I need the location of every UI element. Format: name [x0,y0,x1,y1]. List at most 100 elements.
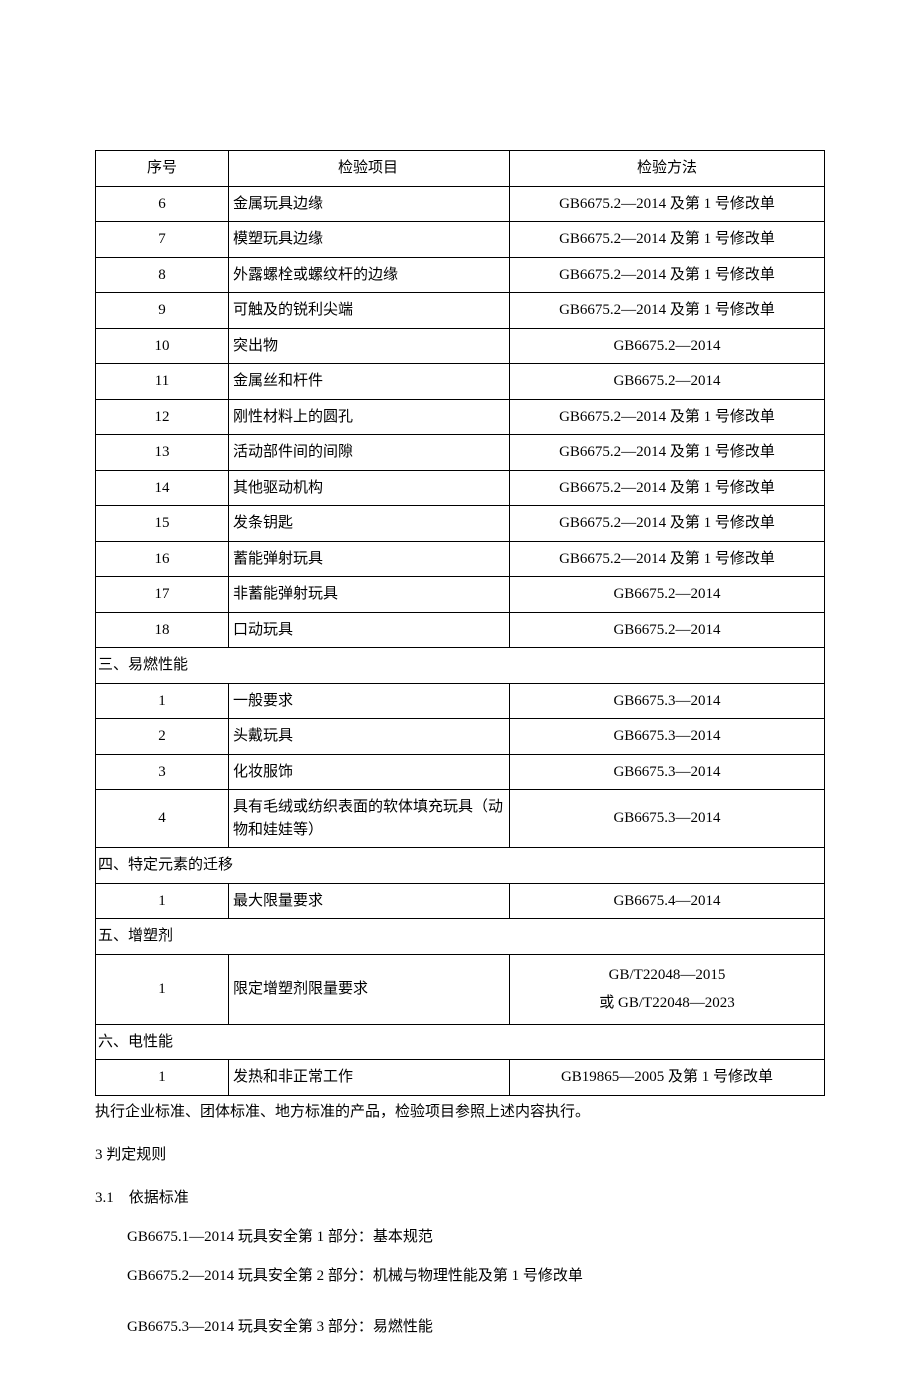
cell-method: GB6675.2—2014 及第 1 号修改单 [510,506,825,542]
cell-method: GB6675.2—2014 及第 1 号修改单 [510,541,825,577]
cell-item: 一般要求 [229,683,510,719]
cell-item: 化妆服饰 [229,754,510,790]
cell-num: 12 [96,399,229,435]
section-header-5: 五、增塑剂 [96,919,825,955]
cell-method: GB6675.2—2014 [510,328,825,364]
cell-num: 2 [96,719,229,755]
table-row: 13活动部件间的间隙GB6675.2—2014 及第 1 号修改单 [96,435,825,471]
table-row: 15发条钥匙GB6675.2—2014 及第 1 号修改单 [96,506,825,542]
cell-num: 8 [96,257,229,293]
cell-item: 限定增塑剂限量要求 [229,954,510,1024]
table-row: 12刚性材料上的圆孔GB6675.2—2014 及第 1 号修改单 [96,399,825,435]
cell-item: 发条钥匙 [229,506,510,542]
table-header-row: 序号 检验项目 检验方法 [96,151,825,187]
cell-method: GB6675.2—2014 及第 1 号修改单 [510,399,825,435]
table-row: 14其他驱动机构GB6675.2—2014 及第 1 号修改单 [96,470,825,506]
table-row: 9可触及的锐利尖端GB6675.2—2014 及第 1 号修改单 [96,293,825,329]
cell-method: GB19865—2005 及第 1 号修改单 [510,1060,825,1096]
table-row: 1最大限量要求GB6675.4—2014 [96,883,825,919]
cell-item: 最大限量要求 [229,883,510,919]
cell-item: 蓄能弹射玩具 [229,541,510,577]
cell-method: GB6675.3—2014 [510,683,825,719]
table-row: 2头戴玩具GB6675.3—2014 [96,719,825,755]
table-row: 7模塑玩具边缘GB6675.2—2014 及第 1 号修改单 [96,222,825,258]
section-title: 四、特定元素的迁移 [96,848,825,884]
cell-item: 金属丝和杆件 [229,364,510,400]
cell-method: GB6675.2—2014 [510,577,825,613]
cell-item: 非蓄能弹射玩具 [229,577,510,613]
section-title: 六、电性能 [96,1024,825,1060]
cell-method: GB6675.2—2014 及第 1 号修改单 [510,222,825,258]
table-row: 16蓄能弹射玩具GB6675.2—2014 及第 1 号修改单 [96,541,825,577]
table-row: 1发热和非正常工作GB19865—2005 及第 1 号修改单 [96,1060,825,1096]
cell-method: GB6675.2—2014 及第 1 号修改单 [510,257,825,293]
inspection-table: 序号 检验项目 检验方法 6金属玩具边缘GB6675.2—2014 及第 1 号… [95,150,825,1096]
header-method: 检验方法 [510,151,825,187]
standard-ref: GB6675.1—2014 玩具安全第 1 部分：基本规范 [95,1225,825,1246]
table-row: 6金属玩具边缘GB6675.2—2014 及第 1 号修改单 [96,186,825,222]
cell-method: GB6675.2—2014 及第 1 号修改单 [510,470,825,506]
cell-num: 1 [96,683,229,719]
cell-item: 发热和非正常工作 [229,1060,510,1096]
cell-num: 9 [96,293,229,329]
cell-num: 15 [96,506,229,542]
heading-3-1: 3.1 依据标准 [95,1186,825,1207]
cell-method: GB6675.3—2014 [510,790,825,848]
section-title: 三、易燃性能 [96,648,825,684]
cell-item: 金属玩具边缘 [229,186,510,222]
cell-item: 头戴玩具 [229,719,510,755]
cell-num: 17 [96,577,229,613]
cell-item: 具有毛绒或纺织表面的软体填充玩具（动物和娃娃等） [229,790,510,848]
cell-method: GB6675.2—2014 [510,364,825,400]
cell-item: 模塑玩具边缘 [229,222,510,258]
cell-method: GB6675.2—2014 及第 1 号修改单 [510,186,825,222]
cell-num: 1 [96,954,229,1024]
cell-method: GB6675.2—2014 及第 1 号修改单 [510,435,825,471]
cell-item: 外露螺栓或螺纹杆的边缘 [229,257,510,293]
table-row: 17非蓄能弹射玩具GB6675.2—2014 [96,577,825,613]
cell-num: 1 [96,1060,229,1096]
header-item: 检验项目 [229,151,510,187]
table-row: 1一般要求GB6675.3—2014 [96,683,825,719]
cell-method: GB/T22048—2015 或 GB/T22048—2023 [510,954,825,1024]
section-title: 五、增塑剂 [96,919,825,955]
cell-num: 18 [96,612,229,648]
cell-method: GB6675.4—2014 [510,883,825,919]
cell-num: 1 [96,883,229,919]
cell-item: 可触及的锐利尖端 [229,293,510,329]
cell-item: 活动部件间的间隙 [229,435,510,471]
table-row: 11金属丝和杆件GB6675.2—2014 [96,364,825,400]
cell-item: 刚性材料上的圆孔 [229,399,510,435]
heading-3: 3 判定规则 [95,1143,825,1164]
cell-num: 16 [96,541,229,577]
cell-num: 11 [96,364,229,400]
table-row: 10突出物GB6675.2—2014 [96,328,825,364]
cell-num: 4 [96,790,229,848]
method-line-1: GB/T22048—2015 [516,961,818,990]
section-header-6: 六、电性能 [96,1024,825,1060]
cell-item: 其他驱动机构 [229,470,510,506]
section-header-4: 四、特定元素的迁移 [96,848,825,884]
cell-num: 3 [96,754,229,790]
table-footnote: 执行企业标准、团体标准、地方标准的产品，检验项目参照上述内容执行。 [95,1100,825,1121]
section-header-3: 三、易燃性能 [96,648,825,684]
cell-num: 6 [96,186,229,222]
cell-num: 7 [96,222,229,258]
cell-item: 突出物 [229,328,510,364]
header-num: 序号 [96,151,229,187]
cell-num: 10 [96,328,229,364]
cell-method: GB6675.3—2014 [510,719,825,755]
cell-method: GB6675.3—2014 [510,754,825,790]
table-row: 18口动玩具GB6675.2—2014 [96,612,825,648]
cell-item: 口动玩具 [229,612,510,648]
cell-num: 14 [96,470,229,506]
method-line-2: 或 GB/T22048—2023 [516,989,818,1018]
table-row: 4具有毛绒或纺织表面的软体填充玩具（动物和娃娃等）GB6675.3—2014 [96,790,825,848]
table-row: 1 限定增塑剂限量要求 GB/T22048—2015 或 GB/T22048—2… [96,954,825,1024]
table-row: 8外露螺栓或螺纹杆的边缘GB6675.2—2014 及第 1 号修改单 [96,257,825,293]
standard-ref: GB6675.2—2014 玩具安全第 2 部分：机械与物理性能及第 1 号修改… [95,1264,825,1285]
cell-method: GB6675.2—2014 及第 1 号修改单 [510,293,825,329]
table-row: 3化妆服饰GB6675.3—2014 [96,754,825,790]
standard-ref: GB6675.3—2014 玩具安全第 3 部分：易燃性能 [95,1315,825,1336]
cell-num: 13 [96,435,229,471]
